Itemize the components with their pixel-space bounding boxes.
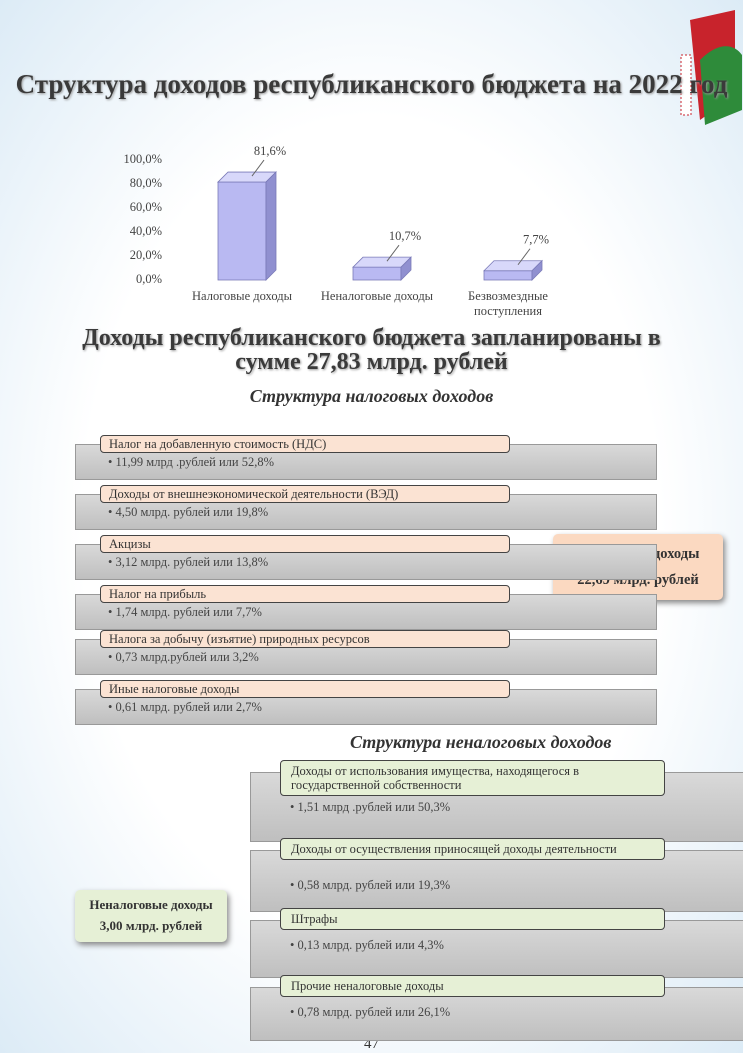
nontax-detail: 1,51 млрд .рублей или 50,3%: [290, 800, 450, 815]
document: 0,0% 20,0% 40,0% 60,0% 80,0% 100,0% 81,6% 10,7%…: [0, 0, 743, 1052]
nontax-label: Прочие неналоговые доходы: [280, 975, 665, 997]
page: {"header":{"title":"Структура доходов ре…: [0, 0, 743, 1052]
tax-label: Налог на добавленную стоимость (НДС): [100, 435, 510, 453]
y-tick-label: 60,0%: [130, 200, 162, 214]
nontax-detail: 0,58 млрд. рублей или 19,3%: [290, 878, 450, 893]
tax-detail: 4,50 млрд. рублей или 19,8%: [108, 505, 268, 520]
nontax-label: Доходы от осуществления приносящей доход…: [280, 838, 665, 860]
nontax-total-amount: 3,00 млрд. рублей: [75, 915, 227, 936]
y-tick-label: 0,0%: [136, 272, 162, 286]
x-tick-label: Налоговые доходы: [182, 289, 302, 304]
nontax-title: Структура неналоговых доходов: [350, 732, 611, 753]
value-label: 7,7%: [523, 233, 549, 247]
tax-detail: 11,99 млрд .рублей или 52,8%: [108, 455, 274, 470]
y-tick-label: 100,0%: [123, 152, 162, 166]
nontax-label: Доходы от использования имущества, наход…: [280, 760, 665, 796]
y-tick-label: 40,0%: [130, 224, 162, 238]
flag-decoration: [681, 10, 742, 125]
nontax-detail: 0,78 млрд. рублей или 26,1%: [290, 1005, 450, 1020]
tax-detail: 1,74 млрд. рублей или 7,7%: [108, 605, 262, 620]
title: Структура доходов республиканского бюдже…: [0, 71, 743, 98]
y-tick-label: 80,0%: [130, 176, 162, 190]
nontax-detail: 0,13 млрд. рублей или 4,3%: [290, 938, 444, 953]
value-label: 10,7%: [389, 229, 421, 243]
x-tick-label: Неналоговые доходы: [317, 289, 437, 304]
tax-detail: 0,61 млрд. рублей или 2,7%: [108, 700, 262, 715]
tax-label: Налога за добычу (изъятие) природных рес…: [100, 630, 510, 648]
summary: Доходы республиканского бюджета запланир…: [0, 326, 743, 374]
tax-label: Иные налоговые доходы: [100, 680, 510, 698]
nontax-label: Штрафы: [280, 908, 665, 930]
y-tick-label: 20,0%: [130, 248, 162, 262]
tax-detail: 3,12 млрд. рублей или 13,8%: [108, 555, 268, 570]
bar: [218, 182, 266, 280]
bar-side: [266, 172, 276, 280]
value-label: 81,6%: [254, 144, 286, 158]
tax-detail: 0,73 млрд.рублей или 3,2%: [108, 650, 259, 665]
bar: [353, 267, 401, 280]
x-tick-label: Безвозмездные поступления: [448, 289, 568, 319]
tax-title: Структура налоговых доходов: [0, 386, 743, 407]
tax-label: Доходы от внешнеэкономической деятельнос…: [100, 485, 510, 503]
nontax-total-label: Неналоговые доходы: [75, 894, 227, 915]
tax-label: Акцизы: [100, 535, 510, 553]
tax-label: Налог на прибыль: [100, 585, 510, 603]
bar: [484, 271, 532, 280]
